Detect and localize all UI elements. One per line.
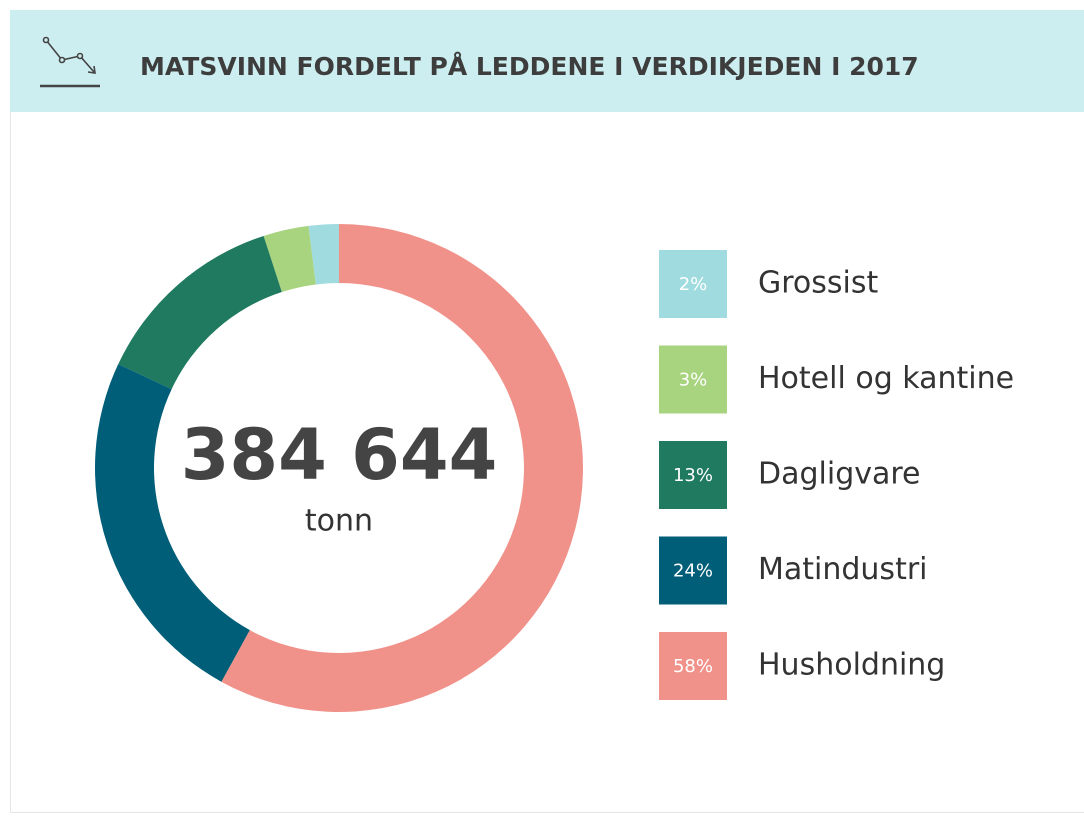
legend-value: 24%	[673, 561, 713, 582]
legend-label: Matindustri	[758, 552, 928, 587]
legend-label: Dagligvare	[758, 457, 921, 492]
donut-segment	[118, 235, 282, 390]
legend-swatch	[659, 345, 727, 414]
legend-value: 2%	[679, 274, 708, 295]
legend-swatch	[659, 441, 727, 509]
header-icon	[40, 36, 100, 88]
legend-swatch	[659, 536, 727, 605]
chart-title: MATSVINN FORDELT PÅ LEDDENE I VERDIKJEDE…	[140, 52, 919, 81]
donut-segment	[263, 225, 316, 293]
legend-label: Husholdning	[758, 648, 945, 683]
legend-swatch	[659, 250, 727, 318]
legend-value: 13%	[673, 465, 713, 486]
legend-swatch	[659, 632, 727, 700]
legend-label: Hotell og kantine	[758, 361, 1014, 396]
donut-segment	[308, 224, 339, 285]
legend-value: 3%	[679, 370, 708, 391]
header-band	[10, 10, 1084, 112]
donut-segment	[221, 224, 584, 713]
center-sublabel: tonn	[305, 504, 373, 539]
donut-segment	[94, 364, 250, 682]
center-label: 384 644	[181, 414, 498, 496]
legend-label: Grossist	[758, 266, 879, 301]
legend-value: 58%	[673, 656, 713, 677]
